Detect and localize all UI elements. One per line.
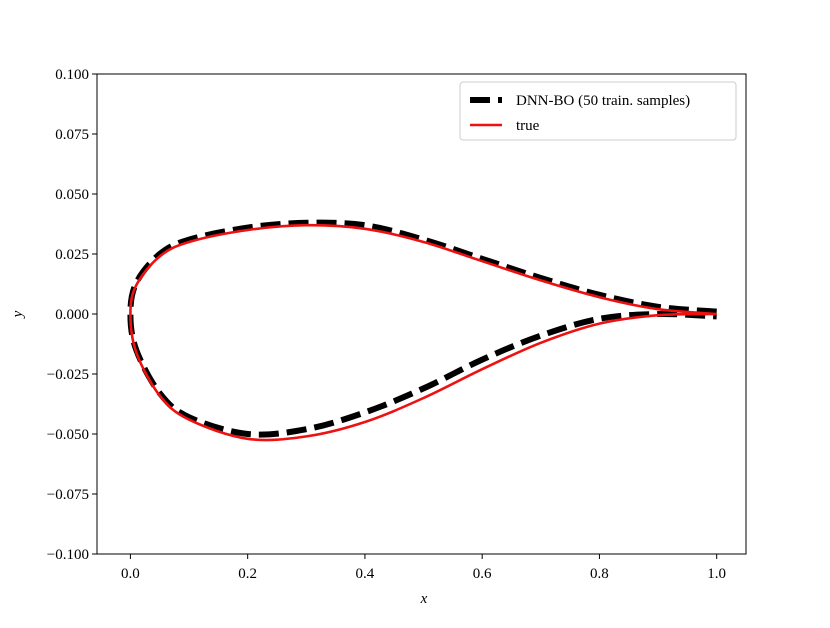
x-tick-label: 0.8 [590, 566, 609, 582]
x-tick-label: 1.0 [707, 566, 726, 582]
x-tick-label: 0.4 [356, 566, 375, 582]
y-axis-label: y [10, 310, 26, 319]
plot-frame [96, 73, 747, 555]
y-tick-label: −0.025 [47, 367, 89, 383]
line-series [127, 219, 717, 438]
y-tick-label: 0.050 [55, 187, 89, 203]
y-tick-label: −0.075 [47, 487, 89, 503]
legend-box [459, 81, 737, 141]
line-series [129, 223, 717, 442]
y-tick-label: 0.100 [55, 67, 89, 83]
y-tick-label: −0.050 [47, 427, 89, 443]
y-tick-label: 0.025 [55, 247, 89, 263]
y-tick-label: −0.100 [47, 547, 89, 563]
y-tick-label: 0.075 [55, 127, 89, 143]
legend-label: DNN-BO (50 train. samples) [516, 93, 690, 109]
x-tick-label: 0.6 [473, 566, 492, 582]
legend-label: true [516, 118, 540, 134]
x-axis-label: x [420, 591, 428, 607]
y-tick-label: 0.000 [55, 307, 89, 323]
x-tick-label: 0.0 [121, 566, 140, 582]
x-tick-label: 0.2 [238, 566, 257, 582]
